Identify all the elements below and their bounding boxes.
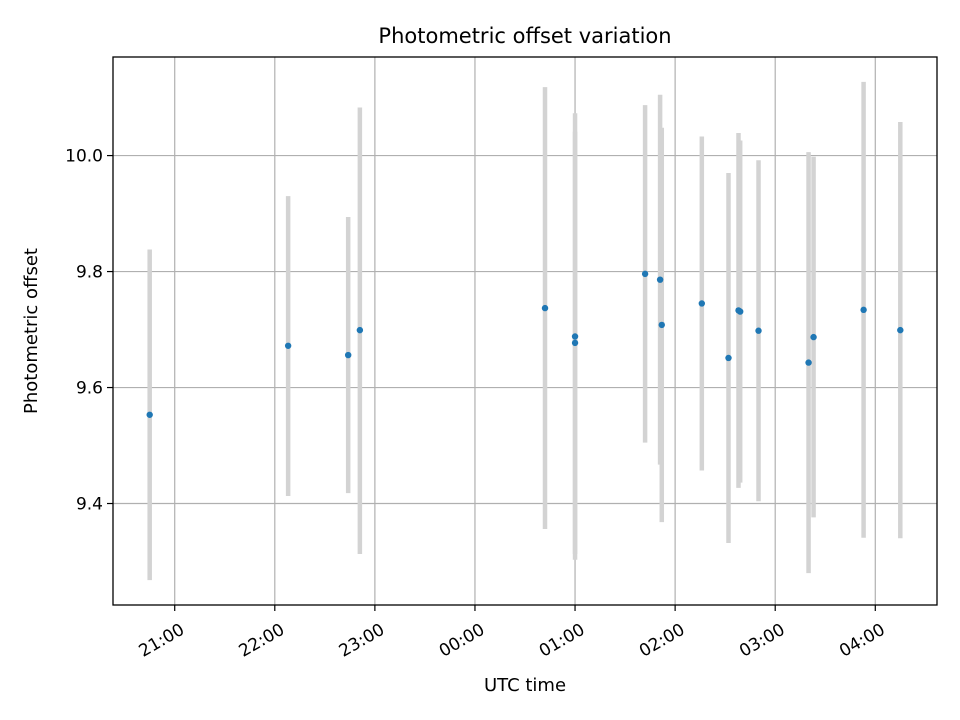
data-point [810,333,817,341]
data-point [541,304,549,312]
data-point [656,276,664,283]
data-point [146,411,153,418]
data-point [356,326,364,334]
x-axis-label: UTC time [484,675,566,696]
data-point [344,351,352,359]
y-axis-ticks: 9.4 9.6 9.8 10.0 [65,147,113,514]
y-tick-label: 9.6 [76,378,103,398]
y-axis-label: Photometric offset [21,248,42,414]
data-points [146,270,904,418]
y-tick-label: 10.0 [65,147,103,167]
data-point [641,270,649,278]
data-point [897,326,904,334]
y-tick-label: 9.8 [76,263,103,283]
y-tick-label: 9.4 [76,494,103,514]
data-point [725,354,732,362]
data-point [658,321,665,329]
data-point [805,359,812,366]
plot-frame [112,56,938,606]
data-point [860,306,867,314]
chart-title: Photometric offset variation [378,24,671,48]
data-point [571,339,579,347]
data-point [571,333,579,340]
data-point [698,300,706,307]
data-point [736,308,744,315]
data-point [284,342,292,349]
data-point [755,327,762,334]
